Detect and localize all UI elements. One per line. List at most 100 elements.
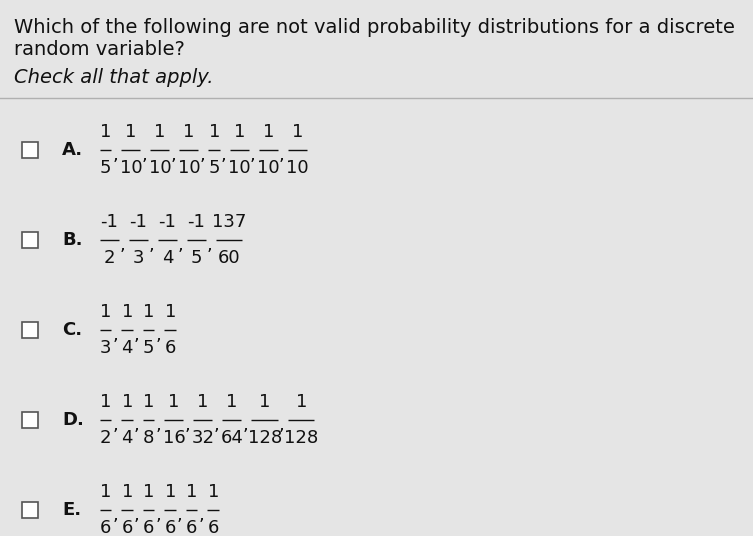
Text: 60: 60 xyxy=(218,249,240,267)
Text: ,: , xyxy=(178,236,184,254)
Text: -1: -1 xyxy=(101,213,118,231)
Text: 1: 1 xyxy=(100,393,111,411)
Text: ,: , xyxy=(156,416,161,434)
Text: 10: 10 xyxy=(286,159,309,177)
Text: ,: , xyxy=(156,326,161,344)
Text: 10: 10 xyxy=(178,159,200,177)
Text: 6: 6 xyxy=(165,519,176,536)
Text: ,: , xyxy=(112,506,118,524)
Text: 1: 1 xyxy=(100,483,111,501)
Text: B.: B. xyxy=(62,231,83,249)
Text: -1: -1 xyxy=(187,213,206,231)
Text: 1: 1 xyxy=(125,123,137,141)
Text: 1: 1 xyxy=(259,393,270,411)
Text: 1: 1 xyxy=(197,393,209,411)
Text: 5: 5 xyxy=(209,159,220,177)
Text: random variable?: random variable? xyxy=(14,40,185,59)
Bar xyxy=(22,502,38,518)
Text: ,: , xyxy=(120,236,126,254)
Text: 1: 1 xyxy=(121,393,133,411)
Text: 5: 5 xyxy=(143,339,154,357)
Text: 10: 10 xyxy=(120,159,142,177)
Bar xyxy=(22,232,38,248)
Text: 8: 8 xyxy=(143,429,154,447)
Text: ,: , xyxy=(156,506,161,524)
Text: 64: 64 xyxy=(221,429,243,447)
Text: 1: 1 xyxy=(100,123,111,141)
Text: 16: 16 xyxy=(163,429,185,447)
Text: 5: 5 xyxy=(100,159,111,177)
Text: 1: 1 xyxy=(143,303,154,321)
Text: 1: 1 xyxy=(169,393,180,411)
Text: 1: 1 xyxy=(183,123,195,141)
Text: 10: 10 xyxy=(258,159,280,177)
Text: 3: 3 xyxy=(133,249,145,267)
Text: 1: 1 xyxy=(165,483,176,501)
Text: 10: 10 xyxy=(148,159,172,177)
Text: ,: , xyxy=(134,506,140,524)
Text: 128: 128 xyxy=(248,429,282,447)
Text: 6: 6 xyxy=(165,339,176,357)
Text: 6: 6 xyxy=(208,519,219,536)
Text: ,: , xyxy=(221,146,227,164)
Text: 10: 10 xyxy=(228,159,251,177)
Text: ,: , xyxy=(149,236,155,254)
Text: ,: , xyxy=(170,146,176,164)
Text: ,: , xyxy=(200,146,206,164)
Text: 1: 1 xyxy=(143,483,154,501)
Text: A.: A. xyxy=(62,141,83,159)
Text: 1: 1 xyxy=(263,123,274,141)
Text: 4: 4 xyxy=(121,429,133,447)
Text: 137: 137 xyxy=(212,213,246,231)
Text: Which of the following are not valid probability distributions for a discrete: Which of the following are not valid pro… xyxy=(14,18,735,37)
Text: 1: 1 xyxy=(100,303,111,321)
Text: -1: -1 xyxy=(159,213,176,231)
Text: 2: 2 xyxy=(104,249,115,267)
Text: ,: , xyxy=(177,506,183,524)
Text: 32: 32 xyxy=(191,429,215,447)
Text: -1: -1 xyxy=(130,213,148,231)
Text: ,: , xyxy=(134,326,140,344)
Text: ,: , xyxy=(242,416,248,434)
Text: 6: 6 xyxy=(100,519,111,536)
Text: 1: 1 xyxy=(154,123,166,141)
Text: ,: , xyxy=(112,416,118,434)
Text: 6: 6 xyxy=(121,519,133,536)
Text: 1: 1 xyxy=(227,393,238,411)
Text: ,: , xyxy=(250,146,256,164)
Text: 1: 1 xyxy=(121,483,133,501)
Text: ,: , xyxy=(279,416,285,434)
Text: ,: , xyxy=(134,416,140,434)
Text: 128: 128 xyxy=(284,429,319,447)
Text: ,: , xyxy=(214,416,219,434)
Text: 4: 4 xyxy=(121,339,133,357)
Text: E.: E. xyxy=(62,501,81,519)
Text: 1: 1 xyxy=(121,303,133,321)
Text: 3: 3 xyxy=(100,339,111,357)
Text: 6: 6 xyxy=(186,519,197,536)
Text: 4: 4 xyxy=(162,249,173,267)
Text: ,: , xyxy=(112,146,118,164)
Text: 5: 5 xyxy=(191,249,203,267)
Text: ,: , xyxy=(184,416,191,434)
Text: 1: 1 xyxy=(143,393,154,411)
Text: 1: 1 xyxy=(186,483,197,501)
Text: ,: , xyxy=(142,146,148,164)
Text: C.: C. xyxy=(62,321,82,339)
Text: ,: , xyxy=(207,236,213,254)
Text: ,: , xyxy=(199,506,204,524)
Text: 6: 6 xyxy=(143,519,154,536)
Text: ,: , xyxy=(112,326,118,344)
Bar xyxy=(22,142,38,158)
Text: 2: 2 xyxy=(100,429,111,447)
Text: 1: 1 xyxy=(234,123,245,141)
Text: 1: 1 xyxy=(165,303,176,321)
Text: ,: , xyxy=(279,146,285,164)
Text: 1: 1 xyxy=(209,123,220,141)
Bar xyxy=(22,412,38,428)
Text: 1: 1 xyxy=(208,483,219,501)
Text: Check all that apply.: Check all that apply. xyxy=(14,68,214,87)
Text: D.: D. xyxy=(62,411,84,429)
Text: 1: 1 xyxy=(292,123,303,141)
Bar xyxy=(22,322,38,338)
